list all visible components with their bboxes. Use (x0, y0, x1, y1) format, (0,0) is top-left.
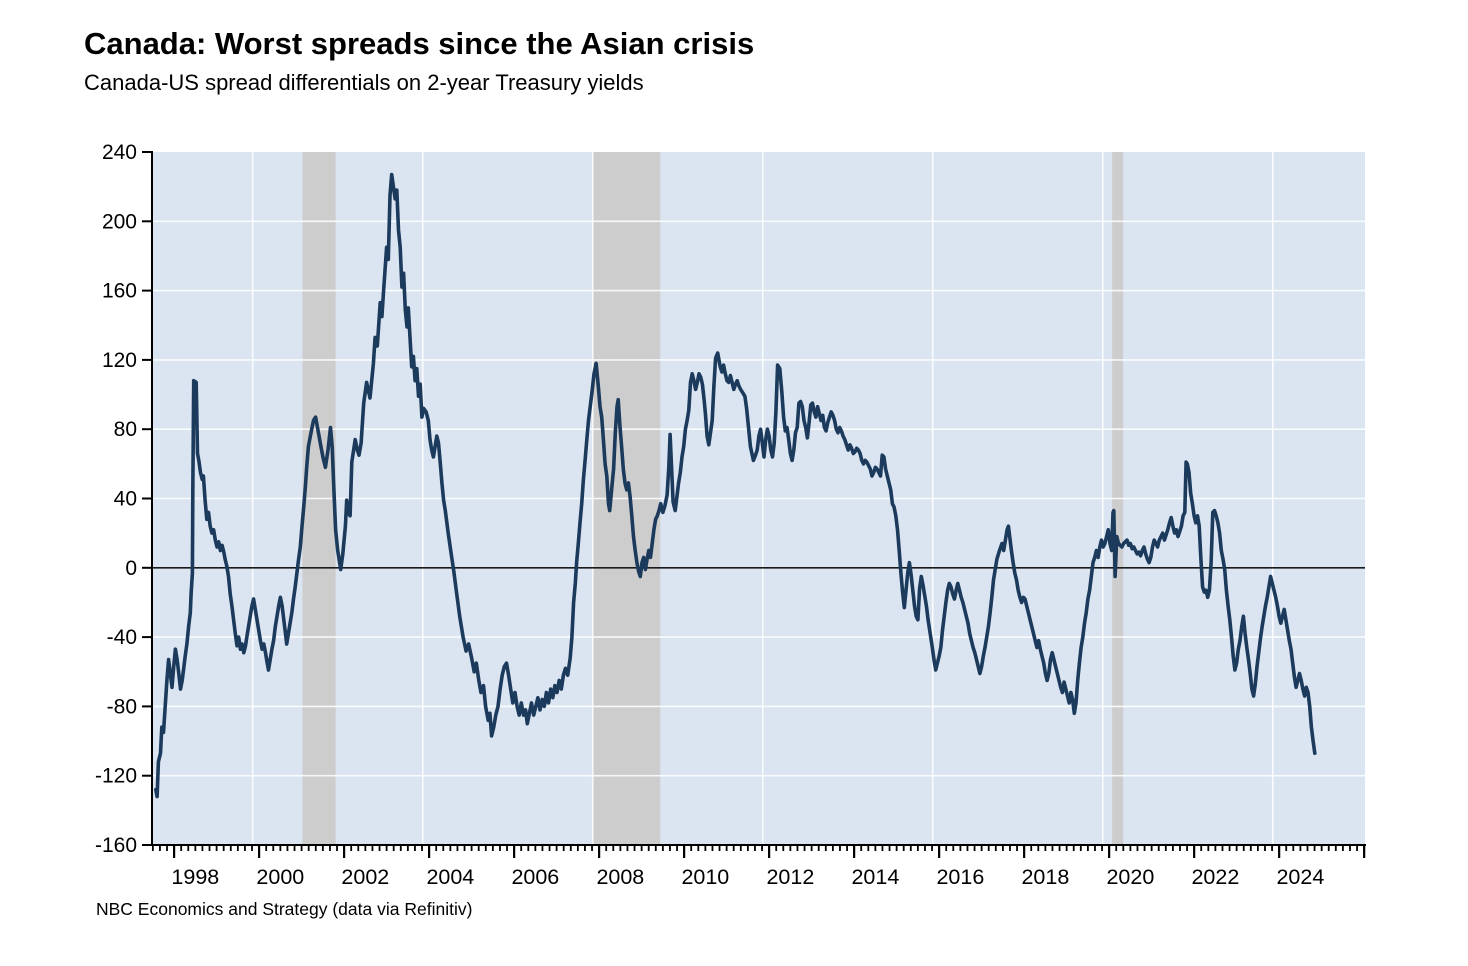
x-tick-label: 2008 (596, 865, 644, 889)
x-tick-label: 2004 (426, 865, 474, 889)
y-tick-label: 40 (114, 488, 137, 511)
y-tick-label: -160 (95, 834, 137, 857)
x-tick-label: 2006 (511, 865, 559, 889)
x-tick-label: 2000 (256, 865, 304, 889)
y-tick-label: 120 (102, 349, 137, 372)
y-tick-label: 0 (125, 557, 137, 580)
page-title: Canada: Worst spreads since the Asian cr… (84, 26, 755, 61)
x-tick-label: 2002 (341, 865, 389, 889)
chart-subtitle: Canada-US spread differentials on 2-year… (84, 70, 644, 95)
x-tick-label: 2022 (1191, 865, 1239, 889)
x-tick-label: 2016 (936, 865, 984, 889)
x-tick-label: 2014 (851, 865, 899, 889)
y-tick-label: 160 (102, 280, 137, 303)
x-tick-label: 1998 (171, 865, 219, 889)
y-tick-label: 80 (114, 418, 137, 441)
y-tick-label: -80 (107, 695, 137, 718)
y-tick-label: -120 (95, 765, 137, 788)
x-tick-label: 2018 (1021, 865, 1069, 889)
spread-line (154, 172, 1317, 799)
y-tick-label: -40 (107, 626, 137, 649)
y-tick-label: 240 (102, 141, 137, 164)
x-tick-label: 2024 (1276, 865, 1324, 889)
x-tick-label: 2020 (1106, 865, 1154, 889)
x-tick-label: 2010 (681, 865, 729, 889)
x-tick-label: 2012 (766, 865, 814, 889)
y-tick-label: 200 (102, 210, 137, 233)
source-note: NBC Economics and Strategy (data via Ref… (96, 899, 473, 919)
